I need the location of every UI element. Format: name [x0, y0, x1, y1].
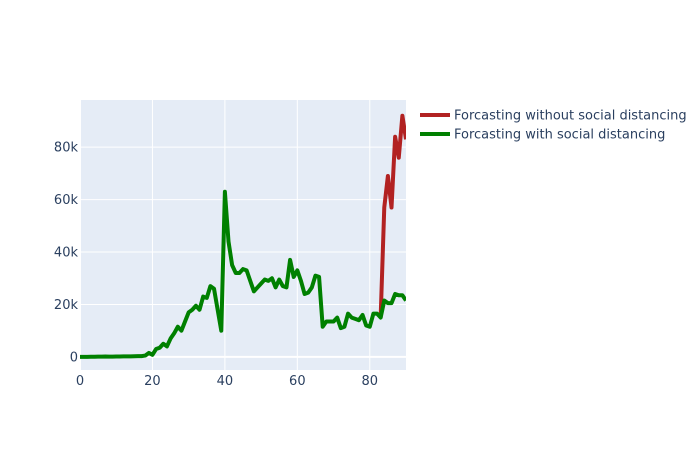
y-tick-label: 20k	[54, 298, 79, 313]
y-tick-label: 60k	[54, 193, 79, 208]
y-tick-label: 80k	[54, 141, 79, 156]
plot-background	[80, 100, 406, 370]
series-lines	[80, 113, 406, 359]
series-line-2	[80, 189, 406, 359]
x-tick-label: 0	[76, 374, 84, 389]
x-tick-label: 40	[217, 374, 234, 389]
legend[interactable]: Forcasting without social distancing Forc…	[420, 109, 687, 143]
y-tick-label: 40k	[54, 246, 79, 261]
x-tick-label: 20	[144, 374, 161, 389]
series-line-1	[378, 113, 406, 318]
x-axis-tick-labels: 0 20 40 60 80	[76, 374, 378, 389]
legend-item-1[interactable]: Forcasting without social distancing	[420, 109, 687, 124]
x-tick-label: 60	[289, 374, 306, 389]
y-tick-label: 0	[70, 350, 78, 365]
x-tick-label: 80	[362, 374, 379, 389]
legend-label: Forcasting with social distancing	[454, 128, 665, 143]
legend-label: Forcasting without social distancing	[454, 109, 687, 124]
legend-item-2[interactable]: Forcasting with social distancing	[420, 128, 665, 143]
y-axis-tick-labels: 0 20k 40k 60k 80k	[54, 141, 79, 366]
